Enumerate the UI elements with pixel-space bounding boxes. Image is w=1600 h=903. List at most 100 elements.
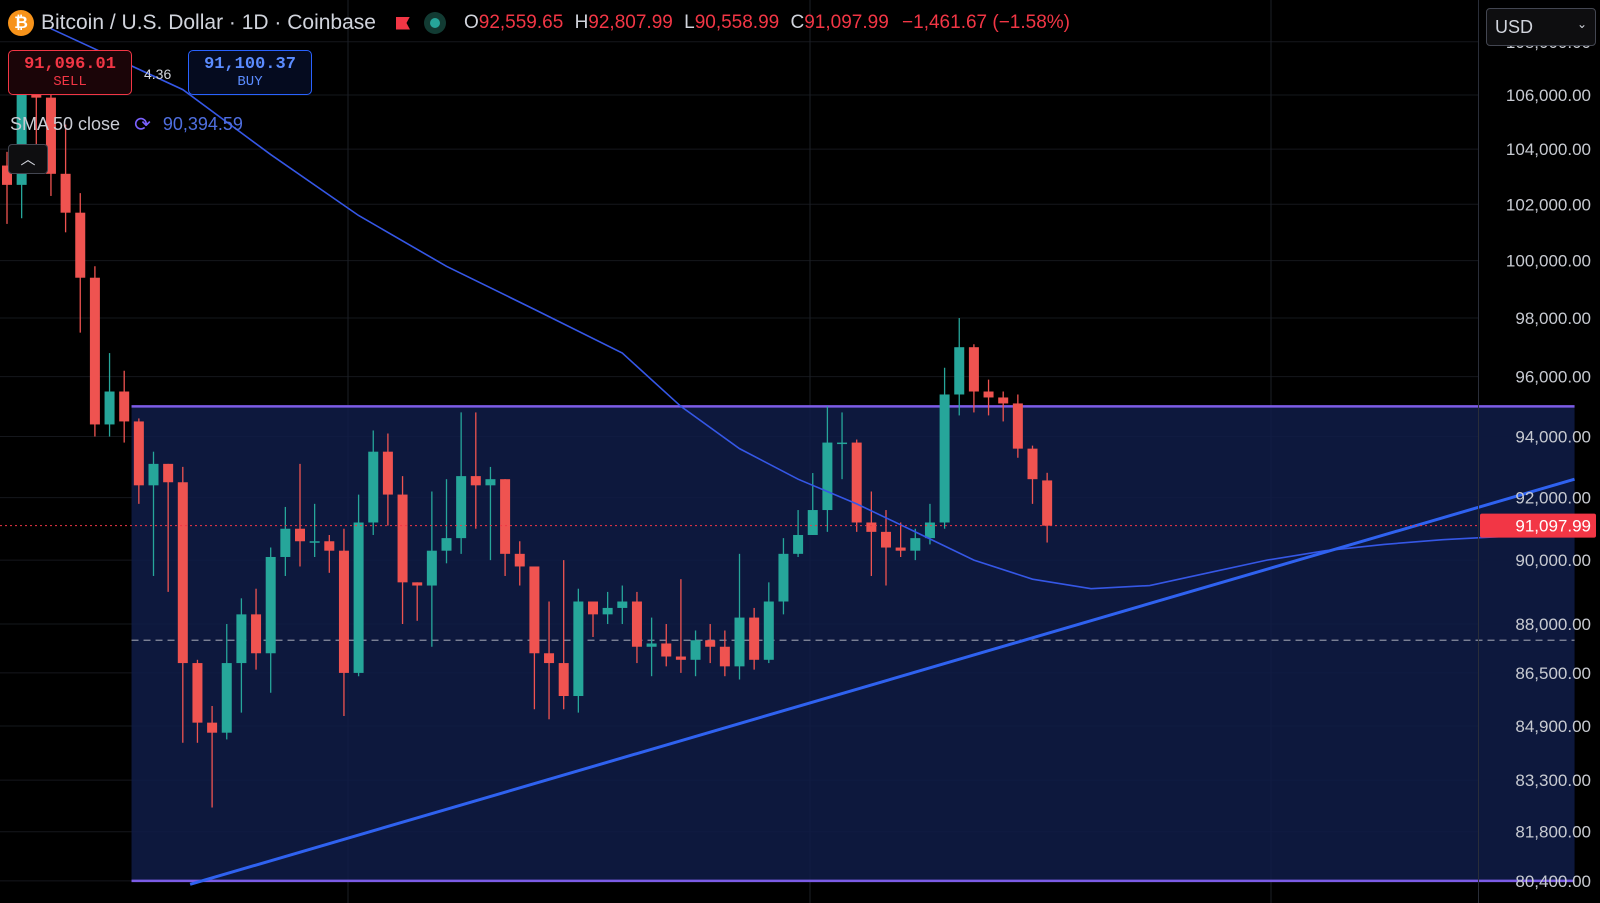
market-status-icon — [423, 12, 446, 34]
candle-body — [119, 391, 130, 422]
ohlc-values: O92,559.65 H92,807.99 L90,558.99 C91,097… — [458, 12, 1070, 34]
candle — [1042, 472, 1053, 543]
currency-select[interactable]: USD ⌄ — [1486, 8, 1596, 46]
candle — [631, 591, 642, 664]
candle-body — [719, 646, 730, 667]
last-price-label: 91,097.99 — [1515, 517, 1591, 536]
candle-body — [529, 566, 540, 654]
candle — [763, 582, 774, 664]
candle-body — [602, 607, 613, 615]
candle-body — [749, 617, 760, 660]
buy-button[interactable]: 91,100.37 BUY — [188, 50, 312, 95]
candle — [851, 439, 862, 532]
candle-body — [514, 553, 525, 567]
candle — [295, 463, 305, 567]
candle-body — [968, 347, 979, 392]
candle — [910, 528, 921, 561]
collapse-legend-button[interactable]: ︿ — [8, 144, 48, 174]
candle — [470, 412, 481, 529]
candle — [1012, 394, 1023, 458]
high-value: 92,807.99 — [588, 12, 673, 33]
low-label: L — [684, 12, 695, 33]
candle — [60, 124, 71, 233]
candle — [207, 705, 218, 808]
high-label: H — [574, 12, 589, 33]
candle-body — [617, 601, 628, 608]
candle-body — [221, 663, 232, 733]
candle-body — [324, 541, 335, 551]
y-tick-label: 84,900.00 — [1515, 717, 1591, 736]
candle — [954, 318, 965, 416]
candle-body — [939, 394, 950, 523]
candle-body — [822, 442, 833, 511]
candle-body — [177, 482, 188, 664]
candle-body — [558, 663, 569, 697]
symbol-header: ₿ Bitcoin / U.S. Dollar · 1D · Coinbase … — [8, 10, 1070, 36]
buy-label: BUY — [237, 74, 263, 90]
candle — [939, 367, 950, 529]
close-label: C — [790, 12, 805, 33]
y-tick-label: 83,300.00 — [1515, 771, 1591, 790]
candle-body — [954, 347, 965, 395]
candle-body — [485, 479, 496, 486]
candle — [485, 466, 496, 561]
y-tick-label: 94,000.00 — [1515, 428, 1591, 447]
candle-body — [500, 479, 511, 554]
candle-body — [1012, 403, 1023, 449]
candle-body — [866, 522, 877, 532]
candle — [104, 353, 115, 437]
sell-button[interactable]: 91,096.01 SELL — [8, 50, 132, 95]
sma-50-line — [50, 27, 1502, 590]
y-tick-label: 98,000.00 — [1515, 309, 1591, 328]
candle — [353, 494, 364, 677]
candle-body — [368, 451, 379, 523]
flag-icon[interactable] — [395, 16, 410, 30]
candle — [75, 193, 86, 333]
candle-body — [851, 442, 862, 523]
candle — [675, 579, 686, 673]
candle-body — [309, 541, 320, 543]
candle — [778, 538, 789, 615]
candle — [558, 560, 569, 710]
candle-body — [104, 391, 115, 425]
candle-body — [338, 550, 349, 673]
candle-body — [675, 656, 686, 660]
y-tick-label: 106,000.00 — [1506, 86, 1591, 105]
symbol-title[interactable]: Bitcoin / U.S. Dollar · 1D · Coinbase — [41, 11, 376, 34]
candle — [924, 503, 935, 545]
candle-body — [456, 476, 467, 539]
candle — [382, 433, 393, 526]
open-value: 92,559.65 — [478, 12, 564, 33]
candle — [221, 624, 232, 740]
chevron-up-icon: ︿ — [20, 151, 36, 168]
sma-label: SMA 50 close — [10, 114, 121, 134]
candle-body — [89, 277, 100, 425]
candle-body — [16, 94, 27, 185]
candle — [368, 430, 379, 535]
candle — [133, 418, 144, 504]
candle-body — [924, 522, 935, 539]
candle-body — [544, 653, 555, 664]
y-tick-label: 92,000.00 — [1515, 489, 1591, 508]
candle — [119, 370, 130, 443]
candle — [529, 566, 540, 710]
candle — [426, 491, 437, 647]
candle-body — [192, 663, 203, 723]
y-tick-label: 102,000.00 — [1506, 195, 1591, 214]
price-axis-separator — [1478, 0, 1479, 903]
candle-body — [910, 538, 921, 551]
sell-price: 91,096.01 — [24, 55, 116, 74]
candle-body — [441, 538, 452, 551]
candle — [617, 585, 628, 625]
candle — [441, 479, 452, 564]
refresh-icon[interactable]: ⟳ — [134, 114, 151, 136]
y-tick-label: 90,000.00 — [1515, 551, 1591, 570]
sma-value: 90,394.59 — [162, 114, 243, 134]
low-value: 90,558.99 — [694, 12, 780, 33]
sma-legend[interactable]: SMA 50 close ⟳ 90,394.59 — [10, 112, 243, 137]
candle-body — [1027, 448, 1038, 480]
open-label: O — [463, 12, 479, 33]
candle — [544, 601, 555, 720]
candle — [749, 607, 760, 670]
